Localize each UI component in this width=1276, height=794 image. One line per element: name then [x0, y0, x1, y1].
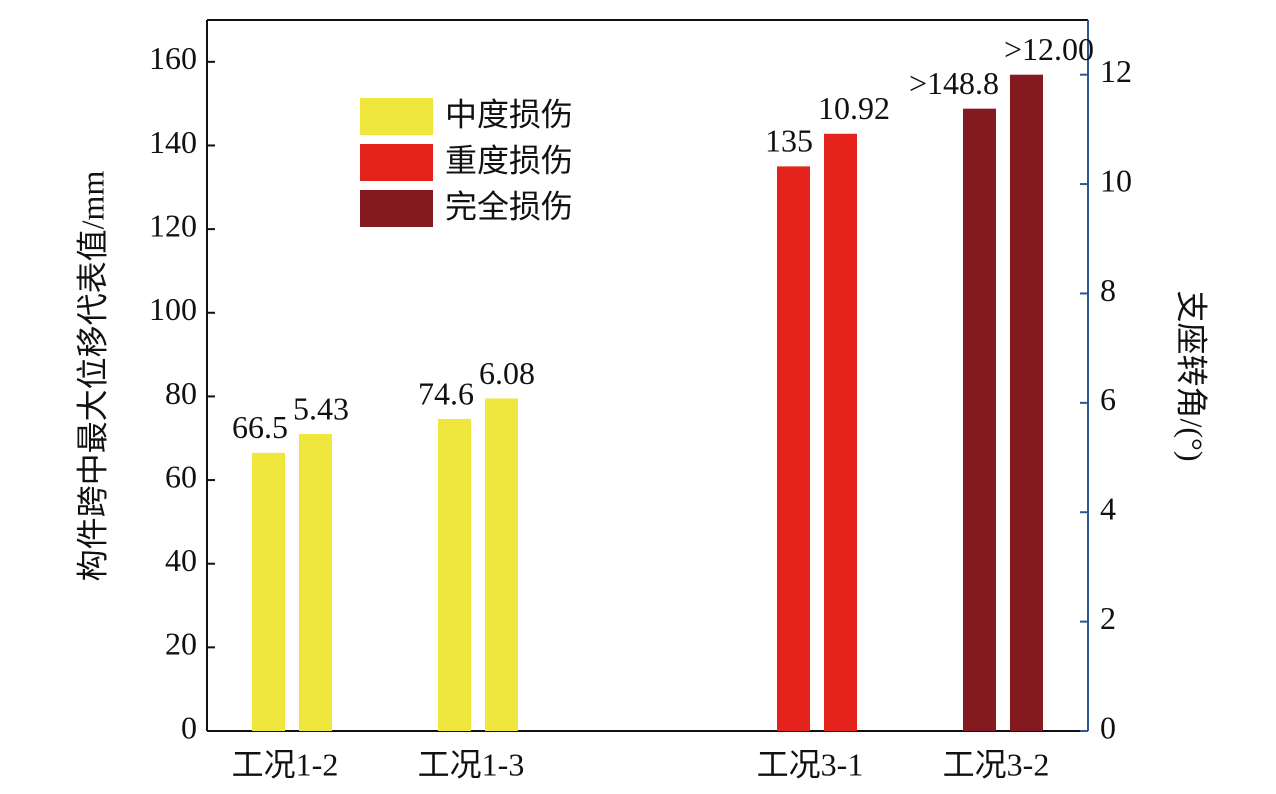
- y-tick-label: 140: [149, 124, 197, 160]
- y-tick-label: 0: [181, 709, 197, 745]
- x-tick-label: 工况1-3: [418, 746, 525, 782]
- y2-tick-label: 0: [1100, 709, 1116, 745]
- value-label: 10.92: [818, 90, 890, 126]
- y-tick-label: 160: [149, 40, 197, 76]
- x-tick-label: 工况1-2: [232, 746, 339, 782]
- legend-swatch: [360, 144, 433, 181]
- value-label: >148.8: [909, 65, 999, 101]
- legend-swatch: [360, 98, 433, 135]
- x-tick-label: 工况3-1: [757, 746, 864, 782]
- y-axis-title: 构件跨中最大位移代表值/mm: [74, 171, 110, 582]
- value-label: 5.43: [293, 390, 349, 426]
- y2-tick-label: 10: [1100, 162, 1132, 198]
- bar: [824, 133, 857, 731]
- y-tick-label: 20: [165, 626, 197, 662]
- bar: [299, 434, 332, 731]
- bar: [438, 418, 471, 731]
- bar: [252, 452, 285, 731]
- bar: [777, 166, 810, 732]
- y-tick-label: 60: [165, 458, 197, 494]
- value-label: 135: [765, 123, 813, 159]
- y-tick-label: 100: [149, 291, 197, 327]
- y2-tick-label: 2: [1100, 600, 1116, 636]
- y-tick-label: 80: [165, 375, 197, 411]
- bar: [485, 398, 518, 731]
- value-label: 6.08: [479, 355, 535, 391]
- value-label: 74.6: [418, 375, 474, 411]
- y-tick-label: 40: [165, 542, 197, 578]
- y-tick-label: 120: [149, 207, 197, 243]
- legend-label: 完全损伤: [445, 188, 573, 224]
- bar: [1010, 74, 1043, 731]
- legend-label: 重度损伤: [445, 142, 573, 178]
- value-label: >12.00: [1004, 31, 1094, 67]
- y2-tick-label: 12: [1100, 53, 1132, 89]
- bar: [963, 108, 996, 731]
- value-label: 66.5: [232, 409, 288, 445]
- y2-tick-label: 6: [1100, 381, 1116, 417]
- x-tick-label: 工况3-2: [943, 746, 1050, 782]
- legend-label: 中度损伤: [445, 96, 573, 132]
- y2-axis-title: 支座转角/(°): [1174, 290, 1210, 461]
- legend-swatch: [360, 190, 433, 227]
- y2-tick-label: 4: [1100, 491, 1116, 527]
- y2-tick-label: 8: [1100, 272, 1116, 308]
